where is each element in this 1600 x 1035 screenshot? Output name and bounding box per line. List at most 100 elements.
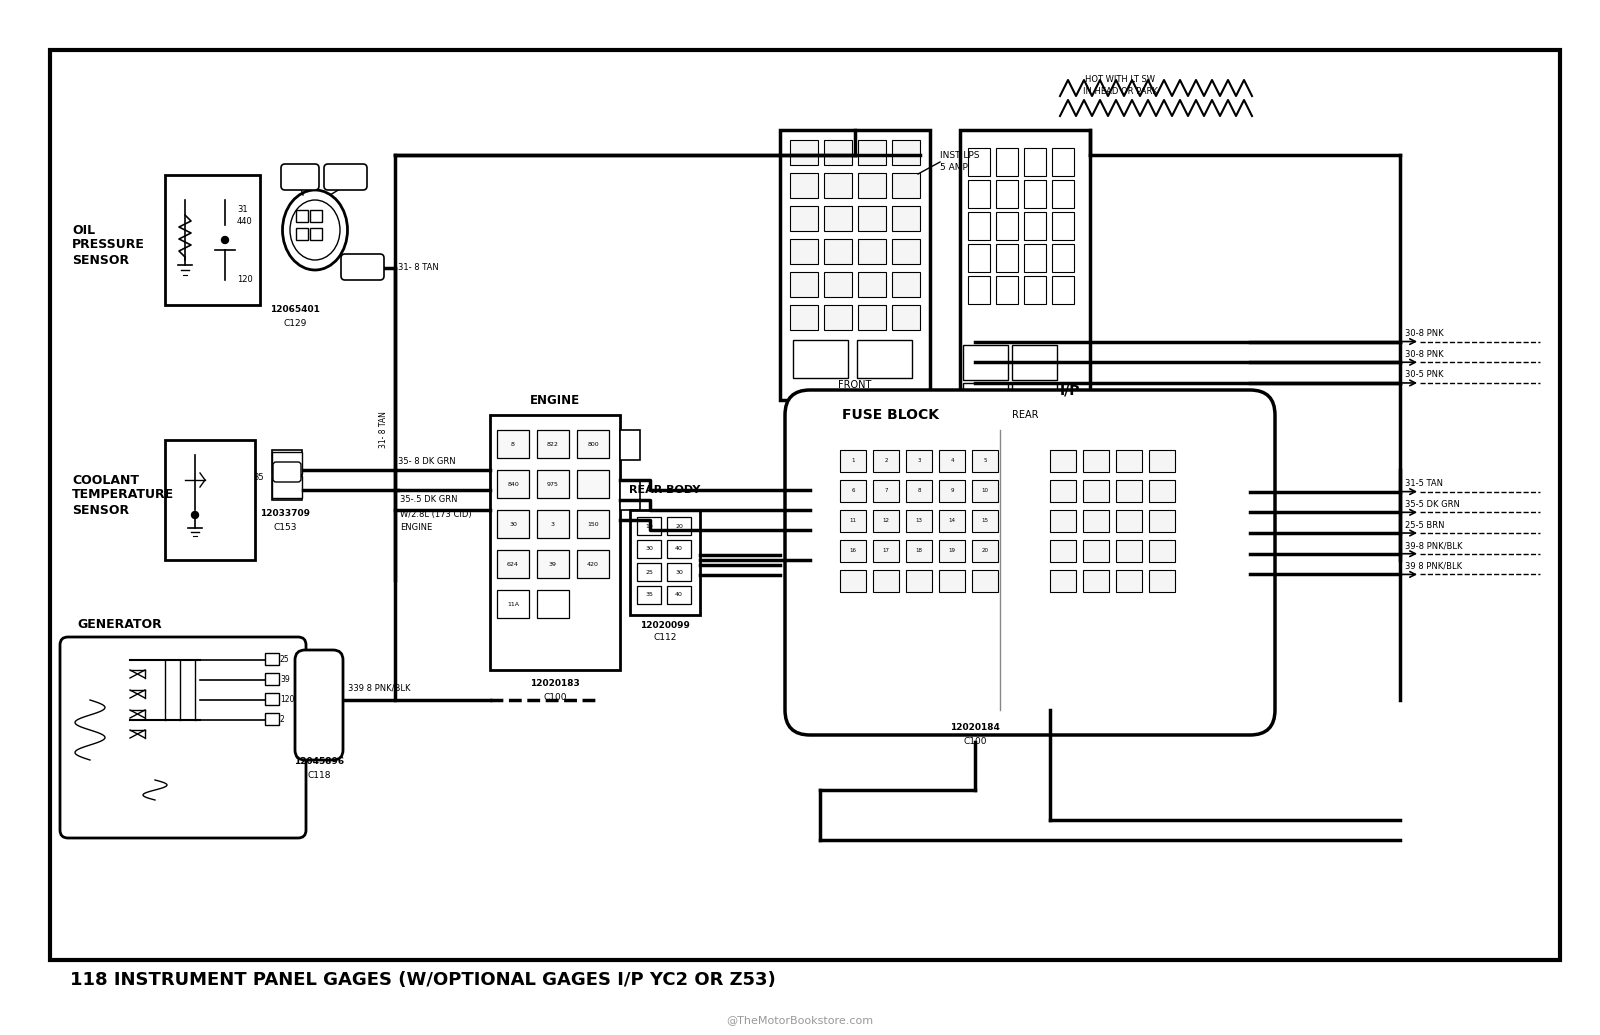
Text: 12033709: 12033709: [259, 509, 310, 519]
Bar: [1050, 450, 1075, 472]
Text: ENGINE: ENGINE: [530, 393, 581, 407]
Bar: [1053, 148, 1074, 176]
Text: 31-5 TAN: 31-5 TAN: [1405, 479, 1443, 489]
Bar: [858, 239, 886, 264]
Bar: [538, 590, 570, 618]
Bar: [968, 212, 990, 240]
Bar: [621, 480, 640, 510]
Bar: [310, 210, 322, 221]
Bar: [906, 570, 931, 592]
Text: 30-8 PNK: 30-8 PNK: [1405, 350, 1443, 359]
Text: 35- 8 DK GRN: 35- 8 DK GRN: [398, 457, 456, 467]
Text: 339 8 PNK/BLK: 339 8 PNK/BLK: [349, 683, 411, 692]
Bar: [906, 540, 931, 562]
Text: 12065401: 12065401: [270, 305, 320, 315]
Text: 4: 4: [950, 459, 954, 464]
Text: C153: C153: [274, 523, 296, 532]
Bar: [1083, 510, 1109, 532]
Text: 15: 15: [981, 519, 989, 524]
Text: 39 8 PNK/BLK: 39 8 PNK/BLK: [1405, 562, 1462, 571]
Text: C129: C129: [283, 319, 307, 327]
Circle shape: [192, 511, 198, 519]
Text: 12: 12: [883, 519, 890, 524]
FancyBboxPatch shape: [786, 390, 1275, 735]
Bar: [973, 540, 998, 562]
Bar: [939, 510, 965, 532]
FancyBboxPatch shape: [61, 637, 306, 838]
Text: SENSOR: SENSOR: [72, 503, 130, 516]
Text: 20: 20: [675, 524, 683, 529]
Bar: [490, 415, 621, 670]
Text: 35: 35: [253, 473, 264, 482]
Bar: [1149, 480, 1174, 502]
Bar: [790, 140, 818, 165]
Bar: [1024, 148, 1046, 176]
Bar: [1053, 244, 1074, 272]
Text: 12020099: 12020099: [640, 621, 690, 629]
Bar: [266, 713, 278, 724]
FancyBboxPatch shape: [323, 164, 366, 190]
Bar: [266, 693, 278, 705]
Text: 13: 13: [915, 519, 923, 524]
Bar: [840, 480, 866, 502]
Text: 3: 3: [917, 459, 920, 464]
Text: 39: 39: [549, 562, 557, 566]
Bar: [963, 345, 1008, 380]
Text: 8: 8: [917, 489, 920, 494]
Text: 31- 8 TAN: 31- 8 TAN: [379, 412, 387, 448]
Text: 12020183: 12020183: [530, 679, 579, 687]
Bar: [858, 305, 886, 330]
Text: TEMPERATURE: TEMPERATURE: [72, 489, 174, 502]
Bar: [307, 718, 330, 736]
Text: 624: 624: [507, 562, 518, 566]
Text: 420: 420: [587, 562, 598, 566]
Bar: [498, 550, 530, 578]
Bar: [538, 510, 570, 538]
Text: C100: C100: [963, 738, 987, 746]
Bar: [272, 452, 302, 474]
Bar: [874, 510, 899, 532]
Text: 35-5 DK GRN: 35-5 DK GRN: [1405, 500, 1459, 509]
Bar: [939, 450, 965, 472]
Text: 19: 19: [949, 549, 955, 554]
Bar: [858, 173, 886, 198]
Text: PRESSURE: PRESSURE: [72, 238, 146, 252]
Text: 5 AMP: 5 AMP: [941, 164, 968, 173]
Text: 31: 31: [294, 173, 306, 181]
Bar: [824, 173, 851, 198]
Bar: [824, 140, 851, 165]
Text: 120: 120: [354, 263, 370, 271]
Bar: [968, 180, 990, 208]
Bar: [840, 510, 866, 532]
Bar: [498, 470, 530, 498]
Text: 2: 2: [885, 459, 888, 464]
Bar: [1117, 450, 1142, 472]
Bar: [973, 480, 998, 502]
Bar: [1050, 570, 1075, 592]
Text: SENSOR: SENSOR: [72, 254, 130, 266]
Bar: [1024, 212, 1046, 240]
Bar: [893, 272, 920, 297]
Bar: [307, 668, 330, 686]
Text: 39-8 PNK/BLK: 39-8 PNK/BLK: [1405, 541, 1462, 551]
Bar: [1117, 510, 1142, 532]
Bar: [637, 518, 661, 535]
Bar: [307, 693, 330, 711]
Bar: [578, 550, 610, 578]
Text: IN HEAD OR PARK: IN HEAD OR PARK: [1083, 88, 1157, 96]
Bar: [840, 570, 866, 592]
Bar: [1050, 510, 1075, 532]
Text: 10: 10: [645, 524, 653, 529]
Text: 30-5 PNK: 30-5 PNK: [1405, 371, 1443, 380]
Bar: [973, 570, 998, 592]
Bar: [995, 148, 1018, 176]
Bar: [790, 239, 818, 264]
Text: FRONT: FRONT: [838, 380, 872, 390]
Bar: [973, 450, 998, 472]
Bar: [1024, 276, 1046, 304]
Bar: [1149, 540, 1174, 562]
Bar: [893, 206, 920, 231]
Text: 16: 16: [850, 549, 856, 554]
Text: GENERATOR: GENERATOR: [78, 619, 162, 631]
Text: 14: 14: [949, 519, 955, 524]
